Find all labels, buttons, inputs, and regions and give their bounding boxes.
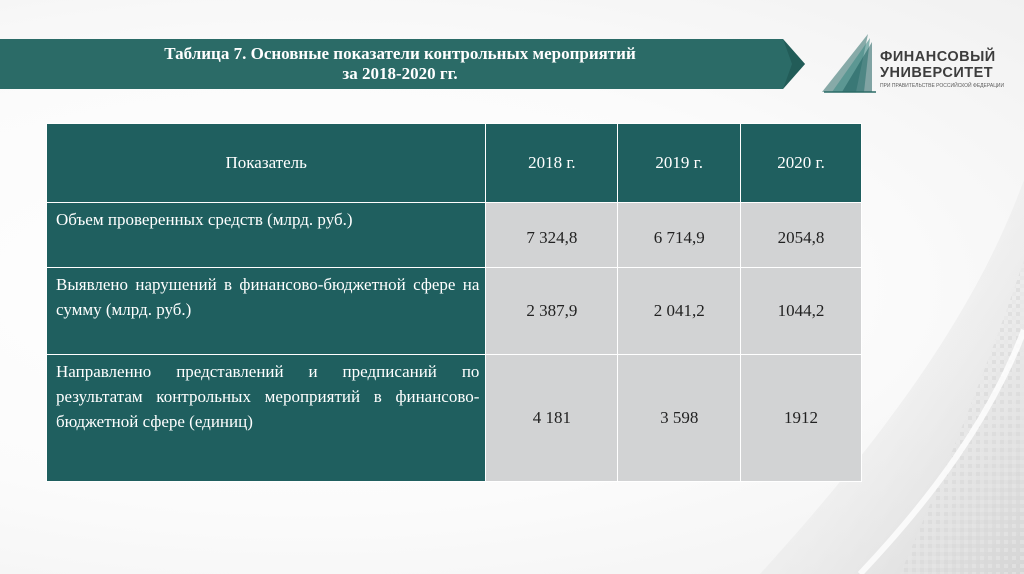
header-2018: 2018 г. bbox=[485, 123, 619, 203]
title-line-1: Таблица 7. Основные показатели контрольн… bbox=[164, 44, 636, 63]
table-row: Выявлено нарушений в финансово-бюджетной… bbox=[45, 267, 862, 355]
logo-text-line-1: ФИНАНСОВЫЙ bbox=[880, 49, 996, 65]
logo-subtitle: ПРИ ПРАВИТЕЛЬСТВЕ РОССИЙСКОЙ ФЕДЕРАЦИИ bbox=[880, 83, 1005, 89]
logo-text-line-2: УНИВЕРСИТЕТ bbox=[880, 65, 994, 81]
value-cell-2020: 1044,2 bbox=[740, 267, 862, 355]
header-indicator: Показатель bbox=[45, 123, 487, 203]
header-2019: 2019 г. bbox=[617, 123, 742, 203]
value-cell-2018: 4 181 bbox=[485, 354, 619, 482]
value-cell-2019: 3 598 bbox=[617, 354, 742, 482]
value-cell-2018: 2 387,9 bbox=[485, 267, 619, 355]
value-cell-2018: 7 324,8 bbox=[485, 202, 619, 268]
table-row: Объем проверенных средств (млрд. руб.) 7… bbox=[45, 202, 862, 268]
indicator-cell: Направленно представлений и предписаний … bbox=[45, 354, 487, 482]
table-header-row: Показатель 2018 г. 2019 г. 2020 г. bbox=[45, 123, 862, 203]
title-banner-shape bbox=[0, 39, 805, 89]
university-logo: ФИНАНСОВЫЙ УНИВЕРСИТЕТ ПРИ ПРАВИТЕЛЬСТВЕ… bbox=[818, 32, 1018, 94]
indicator-cell: Выявлено нарушений в финансово-бюджетной… bbox=[45, 267, 487, 355]
slide-title: Таблица 7. Основные показатели контрольн… bbox=[20, 44, 780, 84]
indicators-table: Показатель 2018 г. 2019 г. 2020 г. Объем… bbox=[45, 123, 862, 482]
indicator-cell: Объем проверенных средств (млрд. руб.) bbox=[45, 202, 487, 268]
value-cell-2020: 1912 bbox=[740, 354, 862, 482]
logo-spire-icon bbox=[822, 34, 876, 93]
header-2020: 2020 г. bbox=[740, 123, 862, 203]
table-row: Направленно представлений и предписаний … bbox=[45, 354, 862, 482]
title-line-2: за 2018-2020 гг. bbox=[342, 64, 458, 83]
title-banner: Таблица 7. Основные показатели контрольн… bbox=[0, 39, 805, 89]
value-cell-2020: 2054,8 bbox=[740, 202, 862, 268]
value-cell-2019: 6 714,9 bbox=[617, 202, 742, 268]
value-cell-2019: 2 041,2 bbox=[617, 267, 742, 355]
